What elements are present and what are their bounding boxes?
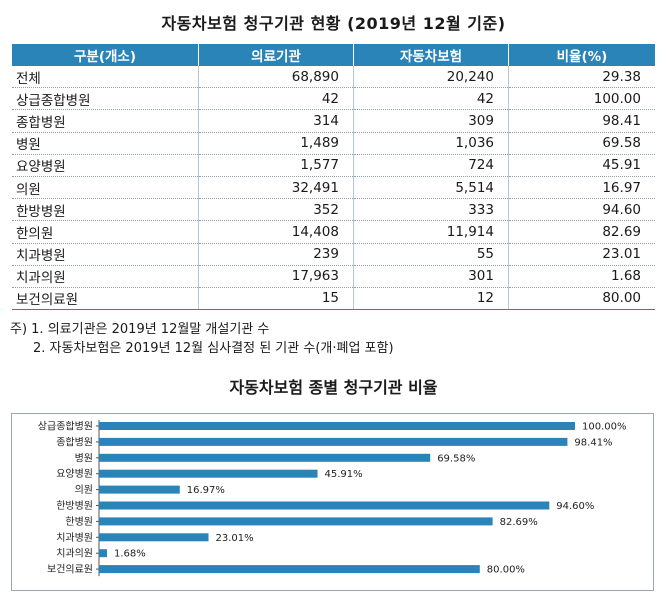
data-label: 94.60% [556, 501, 594, 512]
cell-medical-institutions: 42 [198, 87, 354, 111]
cell-ratio: 69.58 [508, 132, 655, 155]
category-label: 한병원 [65, 516, 93, 528]
cell-ratio: 82.69 [508, 220, 655, 244]
cell-medical-institutions: 14,408 [198, 220, 354, 244]
cell-ratio: 100.00 [508, 87, 655, 111]
cell-auto-insurance: 309 [353, 109, 509, 133]
bar [99, 469, 318, 478]
cell-medical-institutions: 1,489 [198, 132, 354, 155]
category-label: 보건의료원 [47, 564, 93, 576]
cell-auto-insurance: 12 [353, 287, 509, 311]
category-label: 종합병원 [56, 436, 93, 448]
bar [99, 533, 209, 542]
cell-auto-insurance: 20,240 [353, 66, 509, 89]
cell-category: 요양병원 [12, 154, 199, 177]
cell-auto-insurance: 55 [353, 243, 509, 266]
cell-ratio: 94.60 [508, 198, 655, 222]
category-label: 요양병원 [56, 468, 93, 480]
cell-category: 보건의료원 [12, 287, 199, 311]
footnote-1: 주) 1. 의료기관은 2019년 12월말 개설기관 수 [10, 322, 270, 337]
cell-auto-insurance: 5,514 [353, 176, 509, 200]
col-header-category: 구분(개소) [12, 44, 199, 66]
category-label: 의원 [75, 484, 93, 496]
cell-auto-insurance: 42 [353, 87, 509, 111]
cell-medical-institutions: 17,963 [198, 265, 354, 288]
cell-medical-institutions: 314 [198, 109, 354, 133]
table-row: 병원 1,489 1,036 69.58 [12, 132, 655, 155]
data-label: 16.97% [187, 485, 225, 496]
table-row: 치과의원 17,963 301 1.68 [12, 265, 655, 288]
data-label: 82.69% [500, 517, 538, 528]
cell-category: 의원 [12, 176, 199, 200]
cell-auto-insurance: 1,036 [353, 132, 509, 155]
cell-ratio: 29.38 [508, 66, 655, 89]
data-label: 45.91% [325, 469, 363, 480]
table-row: 상급종합병원 42 42 100.00 [12, 87, 655, 111]
cell-ratio: 98.41 [508, 109, 655, 133]
category-label: 치과의원 [56, 548, 93, 560]
bar [99, 549, 107, 558]
bar [99, 453, 431, 462]
table-row: 한방병원 352 333 94.60 [12, 198, 655, 222]
chart-title: 자동차보험 종별 청구기관 비율 [229, 378, 438, 397]
cell-category: 상급종합병원 [12, 87, 199, 111]
cell-category: 전체 [12, 66, 199, 89]
col-header-medical-institutions: 의료기관 [198, 44, 354, 66]
table-row: 보건의료원 15 12 80.00 [12, 287, 655, 311]
table-row: 의원 32,491 5,514 16.97 [12, 176, 655, 200]
bar [99, 501, 550, 510]
table-header-row: 구분(개소) 의료기관 자동차보험 비율(%) [12, 44, 655, 66]
cell-category: 병원 [12, 132, 199, 155]
footnote-2: 2. 자동차보험은 2019년 12월 심사결정 된 기관 수(개·폐업 포함) [33, 341, 394, 356]
category-label: 치과병원 [56, 532, 93, 544]
data-label: 100.00% [582, 422, 627, 433]
col-header-ratio: 비율(%) [508, 44, 655, 66]
bar [99, 422, 575, 430]
cell-auto-insurance: 333 [353, 198, 509, 222]
bar [99, 565, 480, 574]
col-header-auto-insurance: 자동차보험 [353, 44, 509, 66]
data-label: 69.58% [437, 453, 475, 464]
cell-ratio: 16.97 [508, 176, 655, 200]
table-row: 한의원 14,408 11,914 82.69 [12, 220, 655, 244]
cell-medical-institutions: 239 [198, 243, 354, 266]
table-row: 종합병원 314 309 98.41 [12, 109, 655, 133]
cell-category: 한방병원 [12, 198, 199, 222]
cell-ratio: 1.68 [508, 265, 655, 288]
category-label: 상급종합병원 [38, 421, 93, 433]
cell-medical-institutions: 32,491 [198, 176, 354, 200]
bar [99, 437, 568, 446]
footnotes: 주) 1. 의료기관은 2019년 12월말 개설기관 수 2. 자동차보험은 … [10, 320, 394, 358]
cell-category: 종합병원 [12, 109, 199, 133]
cell-category: 치과병원 [12, 243, 199, 266]
table-title: 자동차보험 청구기관 현황 (2019년 12월 기준) [161, 14, 506, 33]
data-label: 23.01% [216, 533, 254, 544]
cell-auto-insurance: 301 [353, 265, 509, 288]
bar [99, 517, 493, 526]
cell-category: 한의원 [12, 220, 199, 244]
stats-table: 구분(개소) 의료기관 자동차보험 비율(%) 전체 68,890 20,240 29… [12, 44, 655, 311]
table-row: 전체 68,890 20,240 29.38 [12, 66, 655, 89]
cell-auto-insurance: 724 [353, 154, 509, 177]
data-label: 80.00% [487, 565, 525, 576]
cell-ratio: 80.00 [508, 287, 655, 311]
table-row: 치과병원 239 55 23.01 [12, 243, 655, 266]
bar [99, 485, 180, 494]
chart-frame [11, 413, 654, 591]
data-label: 98.41% [574, 437, 612, 448]
category-label: 한방병원 [56, 500, 93, 512]
cell-medical-institutions: 352 [198, 198, 354, 222]
cell-ratio: 45.91 [508, 154, 655, 177]
bar-chart: 상급종합병원 100.00% 종합병원 98.41% 병원 69.58% 요양병원 45.91… [38, 420, 627, 577]
cell-category: 치과의원 [12, 265, 199, 288]
cell-ratio: 23.01 [508, 243, 655, 266]
cell-medical-institutions: 68,890 [198, 66, 354, 89]
category-label: 병원 [75, 452, 93, 464]
table-row: 요양병원 1,577 724 45.91 [12, 154, 655, 177]
cell-medical-institutions: 1,577 [198, 154, 354, 177]
cell-auto-insurance: 11,914 [353, 220, 509, 244]
data-label: 1.68% [114, 549, 146, 560]
cell-medical-institutions: 15 [198, 287, 354, 311]
